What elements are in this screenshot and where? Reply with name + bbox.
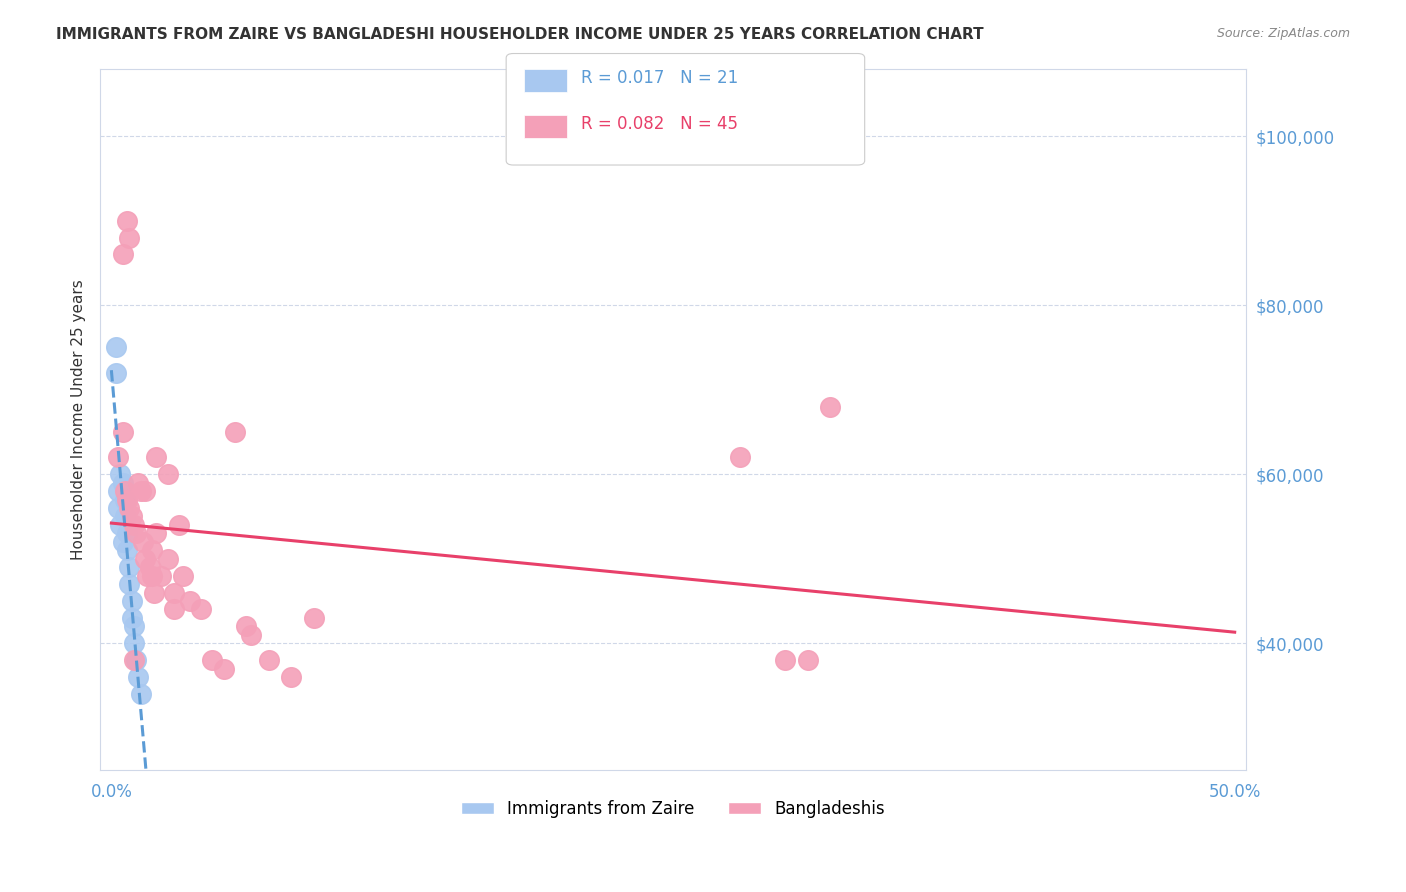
Point xyxy=(127,670,149,684)
Point xyxy=(141,543,163,558)
Point xyxy=(110,517,132,532)
Point xyxy=(118,230,141,244)
Point xyxy=(179,594,201,608)
Point xyxy=(114,484,136,499)
Point xyxy=(156,467,179,482)
Point xyxy=(280,670,302,684)
Point xyxy=(129,687,152,701)
Point xyxy=(775,653,797,667)
Point xyxy=(107,484,129,499)
Point xyxy=(111,425,134,439)
Text: 50.0%: 50.0% xyxy=(1209,782,1261,801)
Point xyxy=(145,526,167,541)
Point xyxy=(121,594,143,608)
Point xyxy=(125,653,148,667)
Point xyxy=(145,450,167,465)
Point xyxy=(302,611,325,625)
Point xyxy=(115,492,138,507)
Point xyxy=(115,526,138,541)
Point xyxy=(235,619,257,633)
Point xyxy=(122,653,145,667)
Text: 0.0%: 0.0% xyxy=(90,782,132,801)
Point xyxy=(163,585,186,599)
Point xyxy=(134,484,156,499)
Legend: Immigrants from Zaire, Bangladeshis: Immigrants from Zaire, Bangladeshis xyxy=(454,794,891,825)
Point xyxy=(111,534,134,549)
Point xyxy=(104,366,127,380)
Point xyxy=(122,619,145,633)
Point xyxy=(730,450,752,465)
Point xyxy=(224,425,246,439)
Point xyxy=(125,526,148,541)
Text: Source: ZipAtlas.com: Source: ZipAtlas.com xyxy=(1216,27,1350,40)
Text: R = 0.082   N = 45: R = 0.082 N = 45 xyxy=(581,115,738,133)
Point xyxy=(163,602,186,616)
Point xyxy=(115,543,138,558)
Point xyxy=(132,534,155,549)
Point xyxy=(114,509,136,524)
Point xyxy=(111,247,134,261)
Text: IMMIGRANTS FROM ZAIRE VS BANGLADESHI HOUSEHOLDER INCOME UNDER 25 YEARS CORRELATI: IMMIGRANTS FROM ZAIRE VS BANGLADESHI HOU… xyxy=(56,27,984,42)
Point xyxy=(118,560,141,574)
Point xyxy=(115,213,138,227)
Point xyxy=(104,340,127,354)
Point xyxy=(110,467,132,482)
Point xyxy=(122,636,145,650)
Point xyxy=(156,551,179,566)
Point xyxy=(239,628,262,642)
Point xyxy=(149,568,172,582)
Point xyxy=(167,517,190,532)
Point xyxy=(107,501,129,516)
Point xyxy=(138,560,160,574)
Point xyxy=(118,501,141,516)
Point xyxy=(129,484,152,499)
Point xyxy=(136,568,159,582)
Point xyxy=(190,602,212,616)
Point xyxy=(820,400,842,414)
Point xyxy=(118,577,141,591)
Point xyxy=(121,509,143,524)
Point xyxy=(212,662,235,676)
Point xyxy=(143,585,166,599)
Text: R = 0.017   N = 21: R = 0.017 N = 21 xyxy=(581,69,738,87)
Point xyxy=(797,653,820,667)
Point xyxy=(134,551,156,566)
Point xyxy=(257,653,280,667)
Point xyxy=(114,492,136,507)
Point xyxy=(111,475,134,490)
Point xyxy=(107,450,129,465)
Point xyxy=(127,475,149,490)
Y-axis label: Householder Income Under 25 years: Householder Income Under 25 years xyxy=(72,279,86,559)
Point xyxy=(201,653,224,667)
Point xyxy=(141,568,163,582)
Point xyxy=(122,517,145,532)
Point xyxy=(121,611,143,625)
Point xyxy=(172,568,194,582)
